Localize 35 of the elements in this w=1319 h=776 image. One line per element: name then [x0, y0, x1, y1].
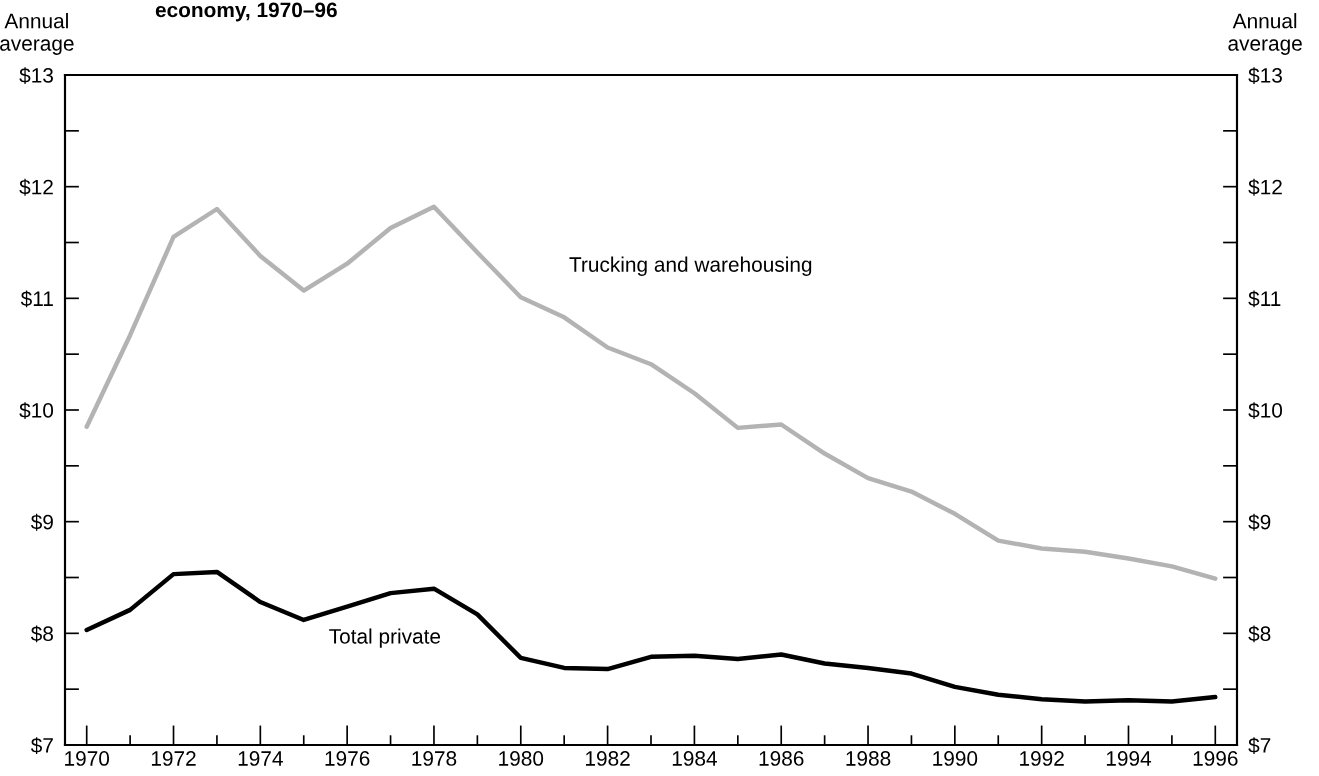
- y2-tick-label: $10: [1248, 402, 1283, 419]
- y2-tick-label: $13: [1248, 67, 1282, 84]
- x-tick-label: 1986: [759, 751, 804, 766]
- line-series: [84, 569, 1218, 704]
- x-tick-label: 1970: [65, 751, 110, 766]
- series-label: Total private: [329, 628, 441, 648]
- y2-axis-title: Annual average: [1228, 13, 1302, 55]
- y2-tick-label: $12: [1248, 178, 1282, 196]
- y-tick-label: $10: [19, 402, 54, 419]
- x-tick-label: 1984: [672, 751, 717, 766]
- x-tick-label: 1988: [846, 751, 891, 766]
- y-tick-label: $12: [19, 178, 53, 196]
- y2-tick-label: $9: [1248, 513, 1271, 531]
- y2-tick-label: $8: [1248, 625, 1271, 643]
- y-tick-label: $13: [19, 67, 53, 84]
- x-tick-label: 1978: [412, 751, 457, 766]
- x-tick-label: 1996: [1193, 751, 1238, 766]
- x-tick-label: 1980: [499, 751, 544, 766]
- x-tick-label: 1992: [1020, 751, 1064, 766]
- y2-tick-label: $11: [1248, 290, 1281, 308]
- y-tick-label: $9: [30, 513, 53, 531]
- x-tick-label: 1974: [238, 751, 283, 766]
- x-tick-label: 1982: [586, 751, 630, 766]
- y-tick-label: $8: [30, 625, 53, 643]
- y-axis-title: Annual average: [0, 13, 74, 55]
- x-tick-label: 1972: [151, 751, 196, 766]
- series-label: Trucking and warehousing: [569, 256, 812, 276]
- x-tick-label: 1994: [1106, 751, 1152, 766]
- chart-title: economy, 1970–96: [155, 2, 337, 22]
- y-tick-label: $11: [20, 290, 53, 308]
- x-tick-label: 1976: [325, 751, 370, 766]
- y2-tick-label: $7: [1248, 737, 1271, 754]
- line-series: [84, 204, 1218, 581]
- y-tick-label: $7: [30, 737, 53, 754]
- x-tick-label: 1990: [933, 751, 978, 766]
